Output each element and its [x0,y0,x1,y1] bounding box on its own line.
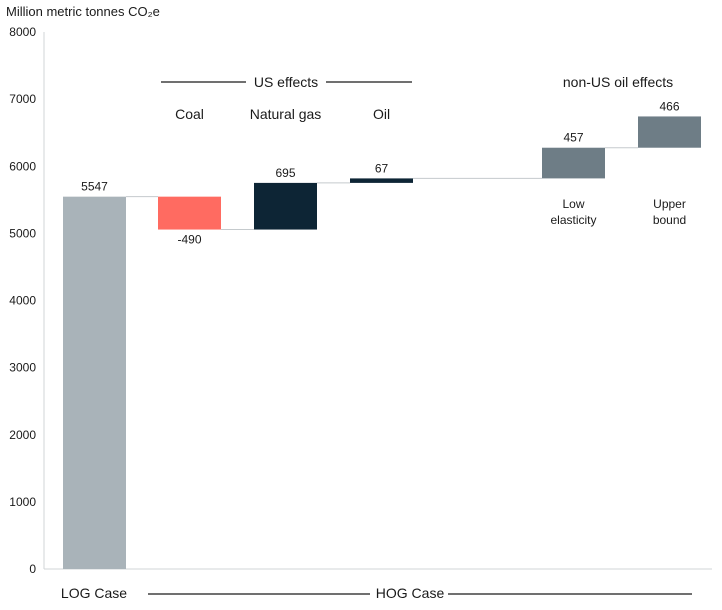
category-label-coal: Coal [175,106,204,122]
y-tick-label: 2000 [9,428,36,442]
value-label-low: 457 [563,131,583,145]
value-label-coal: -490 [177,233,201,247]
value-label-gas: 695 [275,166,295,180]
value-label-log: 5547 [81,180,108,194]
y-tick-label: 1000 [9,495,36,509]
y-tick-label: 6000 [9,159,36,173]
y-tick-label: 4000 [9,294,36,308]
connector-lines [126,147,638,231]
y-tick-labels: 0 1000 2000 3000 4000 5000 6000 7000 8000 [9,25,36,576]
y-tick-label: 7000 [9,92,36,106]
bar-gas [254,182,317,230]
y-tick-label: 3000 [9,361,36,375]
value-labels: 5547 -490 Coal 695 Natural gas 67 Oil 457 Low ela… [81,99,686,246]
value-label-upper: 466 [659,99,679,113]
bar-oil [350,178,413,183]
sub-label-upper: bound [653,213,686,227]
sub-label-upper: Upper [653,197,686,211]
bar-low [542,147,605,179]
hog-case-label: HOG Case [376,585,445,601]
sub-label-low: elasticity [550,213,596,227]
non-us-effects-title: non-US oil effects [563,74,673,90]
category-label-oil: Oil [373,106,390,122]
y-tick-label: 8000 [9,25,36,39]
category-label-gas: Natural gas [250,106,322,122]
log-case-label: LOG Case [61,585,127,601]
us-effects-title: US effects [254,74,318,90]
y-tick-label: 5000 [9,226,36,240]
bar-upper [638,116,701,148]
sub-label-low: Low [562,197,584,211]
value-label-oil: 67 [375,161,389,175]
y-axis-title: Million metric tonnes CO₂e [6,4,160,19]
bar-coal [158,196,221,230]
y-tick-label: 0 [29,562,36,576]
bar-log [63,196,126,569]
bars [63,116,701,569]
